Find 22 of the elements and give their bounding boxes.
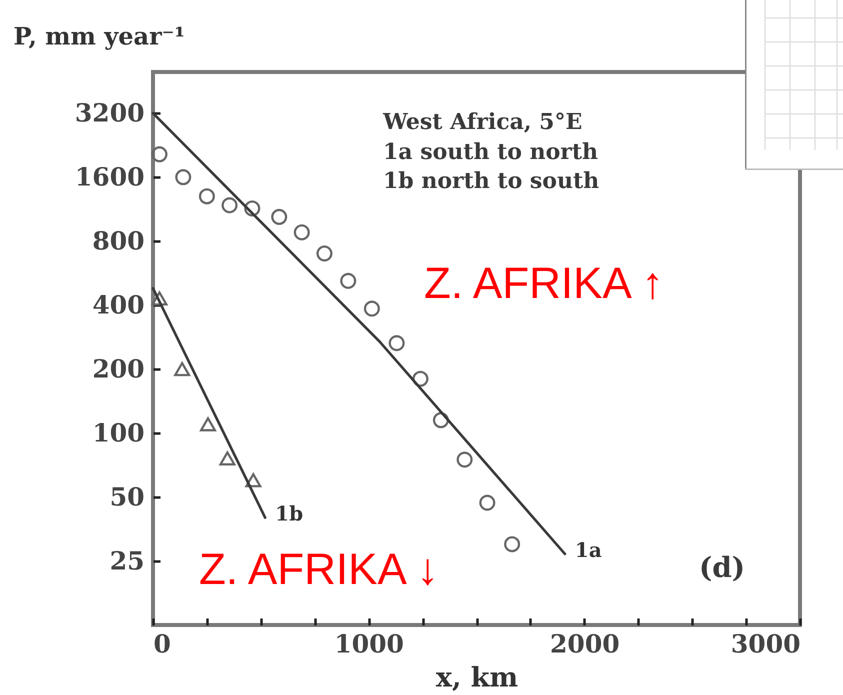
y-tick-label: 1600 xyxy=(74,162,144,192)
annotation: 1a south to north xyxy=(383,139,598,165)
annotation: (d) xyxy=(698,551,746,584)
y-tick-label: 50 xyxy=(110,482,144,512)
y-tick-label: 25 xyxy=(110,546,144,576)
y-axis-title: P, mm year⁻¹ xyxy=(14,22,185,50)
y-tick-label: 400 xyxy=(92,290,144,320)
series-label: 1b xyxy=(275,502,304,526)
x-axis-title: x, km xyxy=(436,662,518,694)
y-tick-label: 200 xyxy=(92,354,144,384)
annotation: West Africa, 5°E xyxy=(382,109,582,135)
y-tick-label: 800 xyxy=(92,226,144,256)
series-label: 1a xyxy=(574,538,602,562)
y-tick-label: 3200 xyxy=(74,98,144,128)
annotation: 1b north to south xyxy=(383,168,600,194)
x-tick-label: 1000 xyxy=(334,630,404,658)
annotation: Z. AFRIKA ↓ xyxy=(199,545,439,594)
y-tick-label: 100 xyxy=(92,418,144,448)
x-tick-label: 3000 xyxy=(730,630,800,658)
annotation: Z. AFRIKA ↑ xyxy=(424,259,664,308)
x-tick-label: 0 xyxy=(154,630,171,658)
x-tick-label: 2000 xyxy=(550,630,620,658)
